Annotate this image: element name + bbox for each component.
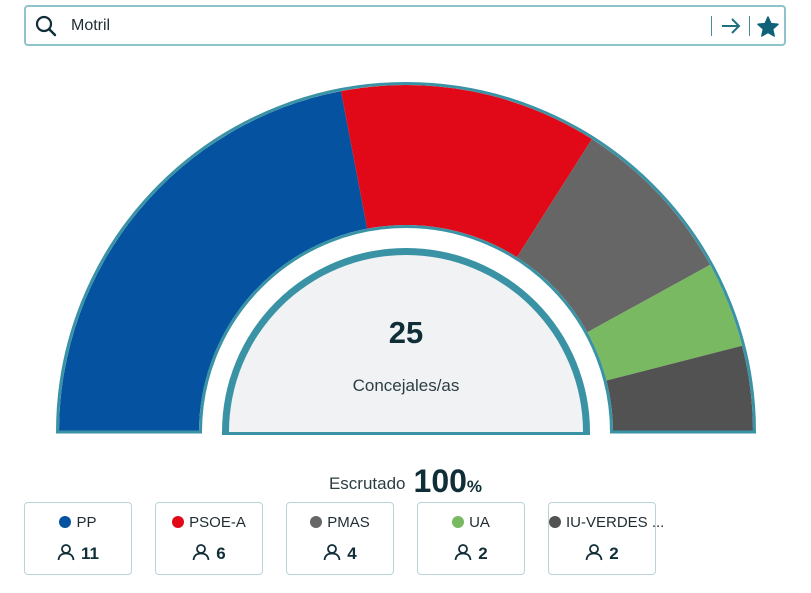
arrow-right-icon[interactable] [720, 16, 742, 36]
party-card-psoe-a[interactable]: PSOE-A 6 [155, 502, 263, 575]
search-icon[interactable] [35, 15, 57, 37]
scrutiny-status: Escrutado 100% [0, 463, 811, 500]
hemicycle-segment-iu-verdes[interactable] [606, 345, 753, 432]
party-name: PMAS [327, 514, 370, 531]
search-bar[interactable]: Motril [24, 5, 786, 46]
party-seats: 11 [81, 544, 99, 563]
party-color-dot [172, 516, 185, 528]
chart-center-area [229, 255, 583, 432]
search-input[interactable]: Motril [71, 17, 111, 34]
chart-outer-border [55, 82, 757, 434]
total-seats-label: Concejales/as [352, 376, 460, 395]
scrutiny-label: Escrutado [328, 474, 406, 493]
star-icon[interactable] [756, 15, 780, 39]
party-name: IU-VERDES ... [566, 514, 665, 531]
total-seats: 25 [388, 315, 424, 350]
party-seats: 4 [347, 544, 357, 563]
party-color-dot [310, 516, 323, 528]
user-icon [454, 544, 472, 561]
hemicycle-segment-ua[interactable] [587, 264, 743, 381]
party-card-ua[interactable]: UA 2 [417, 502, 525, 575]
party-card-pmas[interactable]: PMAS 4 [286, 502, 394, 575]
scrutiny-unit: % [466, 477, 483, 496]
divider [711, 16, 712, 36]
party-card-pp[interactable]: PP 11 [24, 502, 132, 575]
party-name: PSOE-A [189, 514, 246, 531]
party-name: PP [76, 514, 97, 531]
party-seats: 6 [216, 544, 226, 563]
party-color-dot [452, 516, 465, 528]
scrutiny-value: 100 [413, 463, 467, 499]
party-card-iu-verdes[interactable]: IU-VERDES ... 2 [548, 502, 664, 575]
user-icon [57, 544, 75, 561]
party-seats: 2 [609, 544, 619, 563]
user-icon [192, 544, 210, 561]
hemicycle-segment-psoe-a[interactable] [340, 85, 592, 258]
divider [749, 16, 750, 36]
user-icon [323, 544, 341, 561]
user-icon [585, 544, 603, 561]
party-seats: 2 [478, 544, 488, 563]
party-color-dot [59, 516, 72, 528]
party-name: UA [469, 514, 490, 531]
hemicycle-segment-pp[interactable] [59, 91, 368, 432]
party-color-dot [549, 516, 561, 528]
hemicycle-segment-pmas[interactable] [516, 139, 711, 333]
